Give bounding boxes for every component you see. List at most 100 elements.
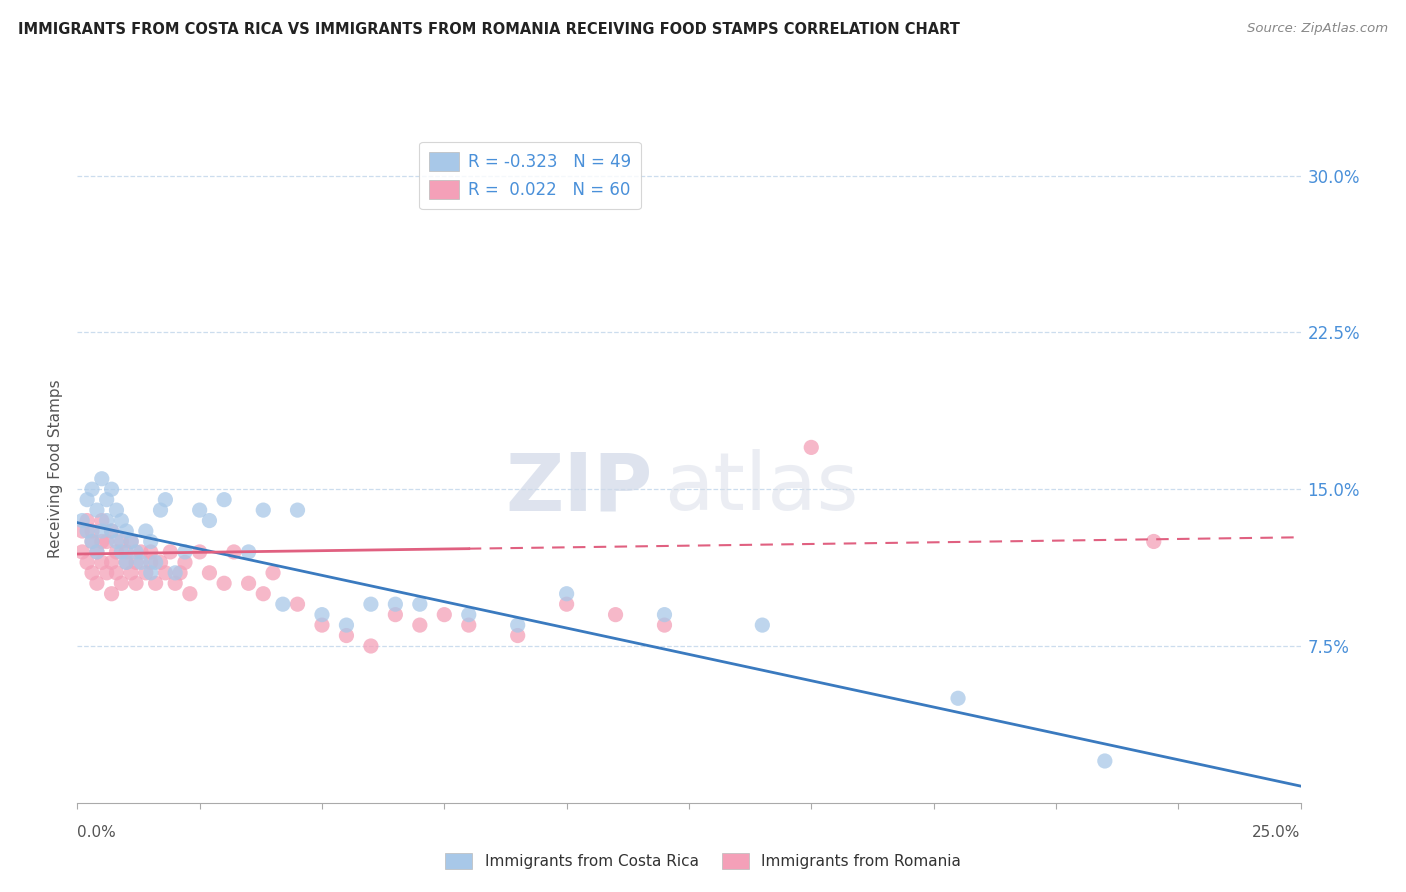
Point (100, 524, 122, 538)
Point (76, 514, 98, 528)
Point (311, 607, 333, 622)
Text: Source: ZipAtlas.com: Source: ZipAtlas.com (1247, 22, 1388, 36)
Point (238, 545, 260, 559)
Point (86, 545, 108, 559)
Point (110, 514, 132, 528)
Point (129, 555, 152, 569)
Point (125, 545, 148, 559)
Point (80, 534, 103, 549)
Point (96, 514, 118, 528)
Text: 0.0%: 0.0% (77, 825, 117, 840)
Point (105, 566, 128, 580)
Point (271, 597, 294, 611)
Point (80, 534, 103, 549)
Point (165, 566, 187, 580)
Point (90, 514, 112, 528)
Text: 25.0%: 25.0% (1253, 825, 1301, 840)
Point (252, 587, 274, 601)
Point (110, 576, 132, 591)
Point (409, 618, 432, 632)
Point (145, 555, 167, 569)
Point (654, 607, 676, 622)
Legend: Immigrants from Costa Rica, Immigrants from Romania: Immigrants from Costa Rica, Immigrants f… (439, 847, 967, 875)
Point (76, 555, 98, 569)
Text: ZIP: ZIP (505, 450, 652, 527)
Point (90, 472, 112, 486)
Point (135, 566, 157, 580)
Point (506, 618, 529, 632)
Point (555, 597, 578, 611)
Point (654, 618, 676, 632)
Point (80, 524, 103, 538)
Point (120, 566, 142, 580)
Point (115, 555, 138, 569)
Point (751, 618, 773, 632)
Point (70, 545, 93, 559)
Point (139, 534, 162, 549)
Point (287, 597, 309, 611)
Point (311, 618, 333, 632)
Point (946, 691, 969, 706)
Point (188, 545, 211, 559)
Point (165, 576, 187, 591)
Point (96, 566, 118, 580)
Point (605, 607, 627, 622)
Point (360, 597, 382, 611)
Point (457, 618, 479, 632)
Point (335, 618, 357, 632)
Point (174, 545, 197, 559)
Point (96, 534, 118, 549)
Point (105, 545, 128, 559)
Point (110, 545, 132, 559)
Point (198, 566, 221, 580)
Point (212, 576, 235, 591)
Point (125, 576, 148, 591)
Y-axis label: Receiving Food Stamps: Receiving Food Stamps (48, 379, 63, 558)
Point (86, 545, 108, 559)
Point (96, 492, 118, 507)
Point (76, 524, 98, 538)
Point (120, 534, 142, 549)
Point (335, 628, 357, 642)
Point (457, 607, 479, 622)
Point (384, 607, 406, 622)
Point (70, 524, 93, 538)
Point (1143, 534, 1166, 549)
Point (115, 555, 138, 569)
Point (384, 597, 406, 611)
Point (360, 639, 382, 653)
Point (155, 566, 177, 580)
Point (555, 587, 578, 601)
Point (90, 534, 112, 549)
Point (120, 534, 142, 549)
Point (115, 545, 138, 559)
Point (169, 566, 191, 580)
Point (198, 514, 221, 528)
Point (149, 555, 172, 569)
Point (506, 628, 529, 642)
Point (238, 576, 260, 591)
Point (100, 555, 122, 569)
Point (287, 503, 309, 517)
Point (139, 545, 162, 559)
Point (100, 482, 122, 496)
Point (252, 503, 274, 517)
Point (1094, 754, 1116, 768)
Point (129, 545, 152, 559)
Point (174, 555, 197, 569)
Point (90, 524, 112, 538)
Point (70, 514, 93, 528)
Point (135, 524, 157, 538)
Point (105, 503, 128, 517)
Point (110, 534, 132, 549)
Point (179, 587, 201, 601)
Point (139, 566, 162, 580)
Point (80, 482, 103, 496)
Point (76, 492, 98, 507)
Point (159, 545, 181, 559)
Legend: R = -0.323   N = 49, R =  0.022   N = 60: R = -0.323 N = 49, R = 0.022 N = 60 (419, 142, 641, 209)
Point (86, 576, 108, 591)
Text: IMMIGRANTS FROM COSTA RICA VS IMMIGRANTS FROM ROMANIA RECEIVING FOOD STAMPS CORR: IMMIGRANTS FROM COSTA RICA VS IMMIGRANTS… (18, 22, 960, 37)
Point (100, 524, 122, 538)
Point (145, 576, 167, 591)
